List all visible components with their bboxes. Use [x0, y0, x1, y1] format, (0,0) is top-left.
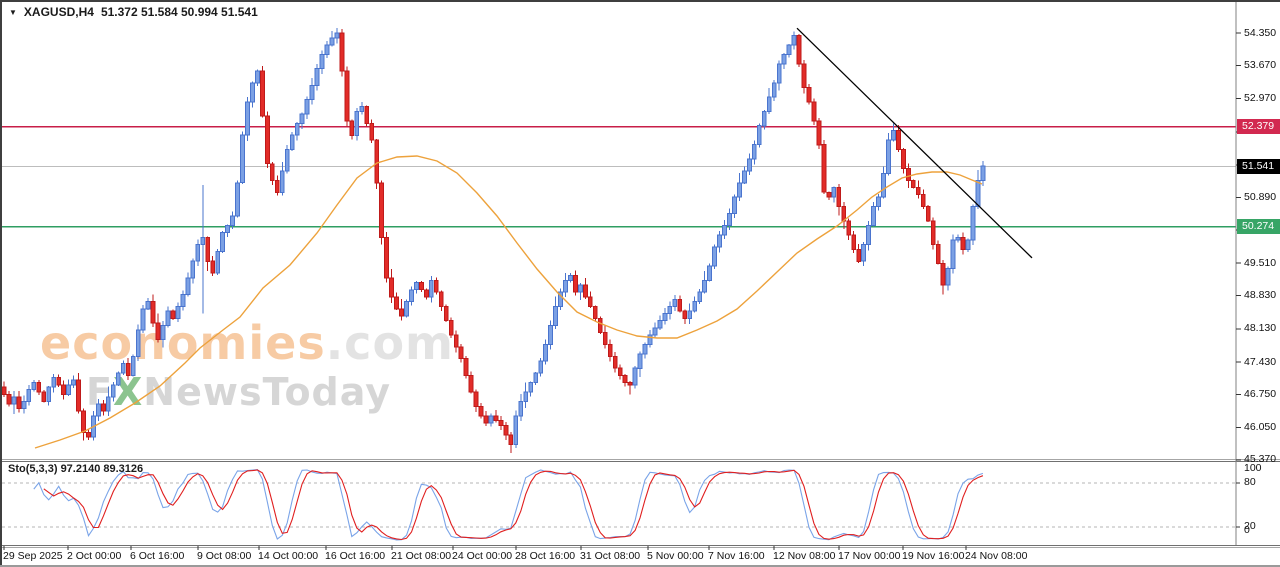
date-tick-label: 24 Oct 00:00	[452, 550, 513, 562]
watermark-brand-word: economies	[40, 316, 326, 370]
price-tick-label: 54.350	[1244, 26, 1277, 39]
price-tick-label: 48.130	[1244, 322, 1277, 335]
price-tick-label: 46.050	[1244, 421, 1277, 434]
date-tick-label: 14 Oct 00:00	[258, 550, 319, 562]
watermark-rest: NewsToday	[143, 370, 392, 414]
date-tick-label: 2 Oct 00:00	[67, 550, 122, 562]
watermark-brand-suffix: .com	[325, 316, 454, 370]
stoch-tick-label: 20	[1244, 520, 1256, 533]
date-tick-label: 9 Oct 08:00	[197, 550, 252, 562]
symbol-timeframe: XAGUSD,H4	[23, 5, 94, 19]
price-tick-label: 47.430	[1244, 355, 1277, 368]
price-tick-label: 53.670	[1244, 58, 1277, 71]
watermark-line2: FXNewsToday	[86, 373, 454, 411]
date-tick-label: 16 Oct 16:00	[325, 550, 386, 562]
window-frame-left	[0, 0, 2, 567]
watermark: economies.com FXNewsToday	[40, 320, 454, 411]
stochastic-indicator-label: Sto(5,3,3) 97.2140 89.3126	[8, 463, 144, 475]
date-tick-label: 21 Oct 08:00	[391, 550, 452, 562]
date-tick-label: 28 Oct 16:00	[515, 550, 576, 562]
date-tick-label: 31 Oct 08:00	[580, 550, 641, 562]
price-tick-label: 50.890	[1244, 191, 1277, 204]
price-level-badge: 50.274	[1237, 219, 1280, 235]
window-frame-bottom	[0, 565, 1280, 567]
stoch-tick-label: 80	[1244, 476, 1256, 489]
price-tick-label: 45.370	[1244, 453, 1277, 466]
ohlc-values: 51.372 51.584 50.994 51.541	[100, 5, 258, 19]
price-tick-label: 46.750	[1244, 387, 1277, 400]
date-tick-label: 17 Nov 00:00	[838, 550, 901, 562]
date-tick-label: 19 Nov 16:00	[902, 550, 965, 562]
stoch-tick-label: 0	[1244, 524, 1250, 536]
price-tick-label: 48.830	[1244, 288, 1277, 301]
price-level-badge: 52.379	[1237, 119, 1280, 135]
date-tick-label: 24 Nov 08:00	[965, 550, 1028, 562]
date-tick-label: 7 Nov 16:00	[708, 550, 765, 562]
date-tick-label: 5 Nov 00:00	[647, 550, 704, 562]
price-tick-label: 52.970	[1244, 92, 1277, 105]
stoch-tick-label: 100	[1244, 461, 1262, 474]
watermark-brand: economies.com	[40, 320, 454, 366]
date-tick-label: 12 Nov 08:00	[773, 550, 836, 562]
chart-title: ▼ XAGUSD,H4 51.372 51.584 50.994 51.541	[9, 5, 258, 19]
date-tick-label: 6 Oct 16:00	[130, 550, 185, 562]
symbol-dropdown-icon[interactable]: ▼	[9, 8, 17, 17]
price-tick-label: 49.510	[1244, 256, 1277, 269]
price-level-badge: 51.541	[1237, 159, 1280, 175]
date-tick-label: 29 Sep 2025	[3, 550, 63, 562]
window-frame-top	[0, 0, 1280, 2]
